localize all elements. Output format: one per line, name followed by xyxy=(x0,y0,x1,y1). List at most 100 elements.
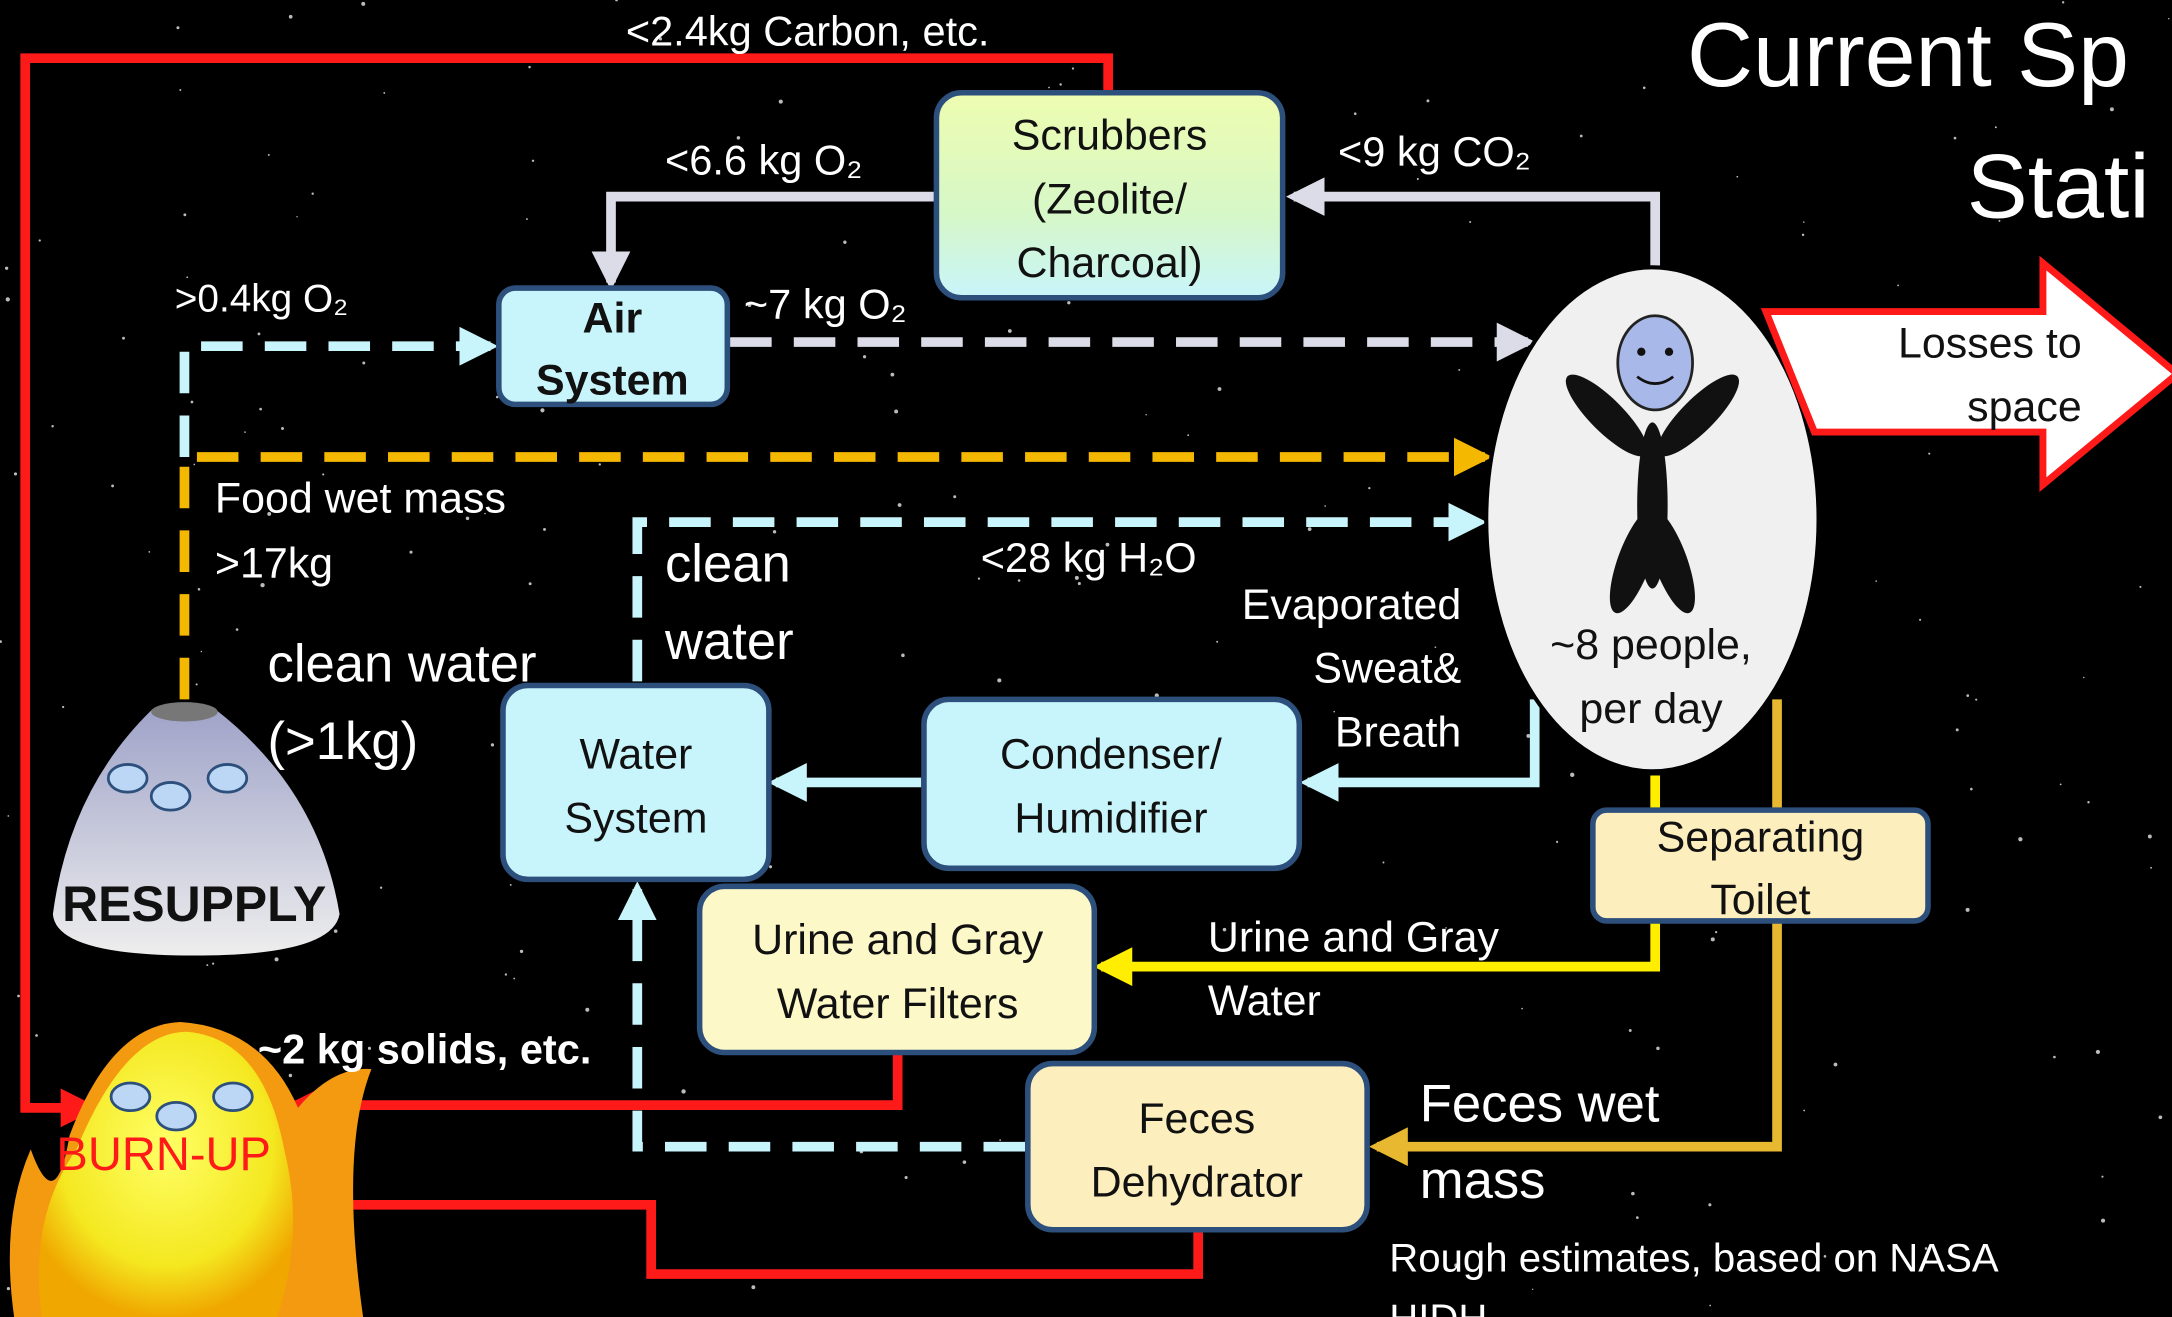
node-label: (Zeolite/ xyxy=(1032,175,1187,223)
node-label: Scrubbers xyxy=(1012,112,1208,160)
star xyxy=(1458,469,1462,473)
star xyxy=(1417,178,1419,180)
star xyxy=(681,1089,685,1093)
star xyxy=(520,950,523,953)
star xyxy=(1966,908,1970,912)
diagram: Current Sp Stati ~8 people, per day Loss… xyxy=(0,0,2172,1317)
star xyxy=(201,651,202,652)
note: HIDH xyxy=(1389,1296,1487,1317)
star xyxy=(1954,137,1957,140)
star xyxy=(236,628,239,631)
star xyxy=(17,995,20,998)
star xyxy=(1008,329,1012,333)
node-label: Condenser/ xyxy=(1000,731,1222,779)
star xyxy=(863,355,866,358)
star xyxy=(2101,1219,2105,1223)
star xyxy=(1834,1063,1838,1067)
star xyxy=(14,472,17,475)
star xyxy=(526,218,528,220)
flow-label: clean water xyxy=(268,634,537,693)
star xyxy=(39,239,41,241)
star xyxy=(196,683,198,685)
star xyxy=(2018,837,2022,841)
star xyxy=(6,297,10,301)
star xyxy=(212,962,214,964)
star xyxy=(7,815,9,817)
star xyxy=(751,1285,755,1289)
star xyxy=(1875,580,1877,582)
star xyxy=(2053,1056,2056,1059)
star xyxy=(409,551,412,554)
star xyxy=(1975,699,1977,701)
star xyxy=(244,431,246,433)
star xyxy=(2148,835,2152,839)
flow-label: Urine and Gray xyxy=(1208,913,1500,961)
star xyxy=(513,978,515,980)
star xyxy=(1072,67,1074,69)
star xyxy=(505,973,507,975)
star xyxy=(1631,1192,1635,1196)
star xyxy=(1897,285,1899,287)
star xyxy=(289,1074,292,1077)
star xyxy=(5,267,8,270)
water-box xyxy=(503,686,769,880)
star xyxy=(510,884,512,886)
star xyxy=(773,530,776,533)
star xyxy=(198,588,201,591)
star xyxy=(1458,369,1460,371)
people-node: ~8 people, per day xyxy=(1486,267,1818,771)
star xyxy=(7,1287,10,1290)
star xyxy=(1803,1110,1805,1112)
flow-label: Water xyxy=(1208,977,1321,1025)
node-label: Humidifier xyxy=(1014,794,1207,842)
star xyxy=(193,464,195,466)
star xyxy=(1629,1029,1632,1032)
star xyxy=(1216,641,1218,643)
flow-label: Feces wet xyxy=(1420,1075,1660,1134)
star xyxy=(1187,434,1189,436)
star xyxy=(2083,677,2084,678)
node-label: Water Filters xyxy=(777,980,1019,1028)
star xyxy=(362,362,365,365)
star xyxy=(281,427,284,430)
flow-label: Evaporated xyxy=(1242,581,1462,629)
node-label: ~8 people, xyxy=(1550,621,1752,669)
flow-label: <6.6 kg O₂ xyxy=(665,136,862,183)
flow-label: water xyxy=(664,612,794,671)
star xyxy=(1521,1008,1523,1010)
star xyxy=(779,100,783,104)
star xyxy=(528,66,530,68)
star xyxy=(2159,1115,2163,1119)
star xyxy=(2101,1176,2103,1178)
star xyxy=(894,410,898,414)
star xyxy=(1324,505,1326,507)
flow-label: <9 kg CO₂ xyxy=(1338,128,1531,175)
star xyxy=(1308,527,1312,531)
flow-label: <28 kg H₂O xyxy=(981,534,1197,581)
star xyxy=(1426,99,1429,102)
star xyxy=(1368,487,1370,489)
flow-label: ~7 kg O₂ xyxy=(744,281,907,328)
star xyxy=(179,89,181,91)
note: Rough estimates, based on NASA xyxy=(1389,1235,1999,1280)
star xyxy=(191,401,194,404)
star xyxy=(540,408,544,412)
node-label: space xyxy=(1967,383,2082,431)
star xyxy=(259,408,262,411)
node-label: Air xyxy=(583,294,643,342)
star xyxy=(258,332,261,335)
star xyxy=(1643,86,1646,89)
title-line: Stati xyxy=(1967,135,2150,237)
star xyxy=(275,957,279,961)
star xyxy=(1970,788,1973,791)
flow-label: >0.4kg O₂ xyxy=(175,278,348,321)
star xyxy=(2150,867,2152,869)
flow-label: clean xyxy=(665,535,791,594)
node-label: System xyxy=(536,357,689,405)
flow-label: <2.4kg Carbon, etc. xyxy=(626,8,990,55)
hatch xyxy=(151,702,217,721)
star xyxy=(999,1139,1001,1141)
node-label: System xyxy=(564,794,707,842)
star xyxy=(532,160,534,162)
star xyxy=(289,15,293,19)
